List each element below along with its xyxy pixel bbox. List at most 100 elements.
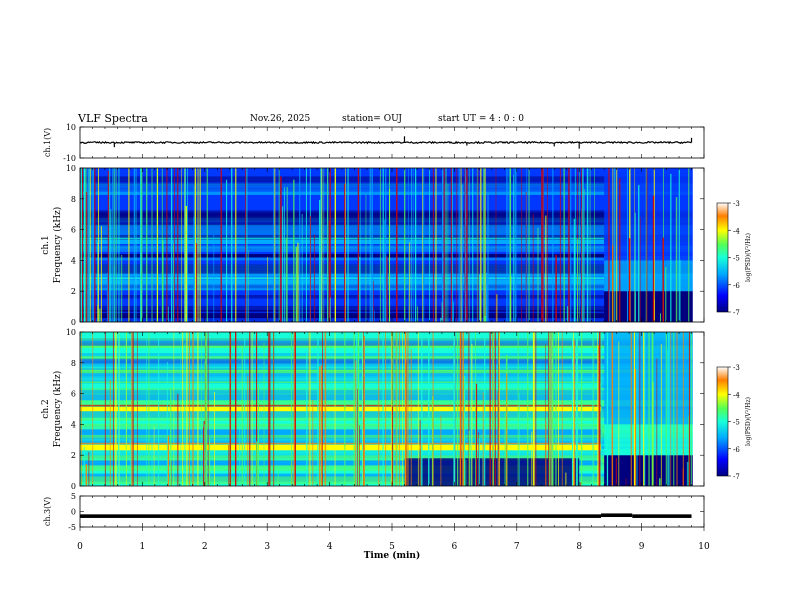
ch2-spectrogram-spike bbox=[581, 332, 583, 486]
ch1-spectrogram-spike bbox=[537, 227, 539, 322]
ch2-spectrogram-spike bbox=[428, 332, 430, 486]
ch2-spectrogram-spike bbox=[312, 399, 314, 486]
ch1-spectrogram-spike bbox=[451, 168, 453, 322]
ch2-spectrogram-spike bbox=[599, 332, 601, 486]
ch1-spectrogram-spike bbox=[526, 168, 528, 322]
ch2-spectrogram-spike bbox=[576, 332, 578, 486]
ch1-spectrogram-ytick-label: 8 bbox=[71, 195, 76, 204]
ch2-spectrogram-spike bbox=[202, 426, 205, 486]
ch2-spectrogram-spike bbox=[492, 332, 495, 486]
ch2-spectrogram-ytick-label: 8 bbox=[71, 359, 76, 368]
ch2-spectrogram-spike bbox=[166, 361, 168, 486]
ch1-spectrogram-spike bbox=[357, 168, 359, 322]
ch2-spectrogram-spike bbox=[636, 332, 638, 486]
ch2-spectrogram-band bbox=[80, 444, 602, 451]
ch1-spectrogram-spike bbox=[566, 306, 569, 322]
ch2-spectrogram-spike bbox=[258, 384, 259, 486]
ch2-spectrogram-spike bbox=[643, 332, 646, 486]
ch1-spectrogram-band bbox=[80, 290, 605, 296]
ch2-spectrogram-spike bbox=[359, 425, 360, 486]
ch1-spectrogram-spike bbox=[162, 240, 164, 322]
ch2-spectrogram-ylabel: Frequency (kHz) bbox=[52, 371, 63, 448]
ch2-spectrogram-spike bbox=[459, 332, 461, 486]
ch1-spectrogram-spike bbox=[608, 168, 610, 322]
ch2-spectrogram-spike bbox=[131, 332, 133, 486]
ch2-spectrogram-spike bbox=[555, 332, 557, 486]
ch1-spectrogram-spike bbox=[612, 168, 614, 322]
ch1-spectrogram-spike bbox=[582, 168, 584, 322]
ch1-spectrogram-spike bbox=[199, 168, 201, 322]
ch2-spectrogram-spike bbox=[477, 432, 479, 486]
ch1-spectrogram-spike bbox=[447, 183, 449, 322]
ch2-spectrogram-colorbar-label: log(PSD)(V²/Hz) bbox=[745, 397, 752, 446]
ch1-spectrogram-texture bbox=[80, 264, 704, 274]
ch2-spectrogram-spike bbox=[277, 471, 279, 486]
ch1-spectrogram-spike bbox=[328, 220, 330, 322]
ch1-spectrogram-colorbar-label: log(PSD)(V²/Hz) bbox=[745, 233, 752, 282]
ch1-spectrogram-spike bbox=[113, 168, 115, 322]
ch1-spectrogram-spike bbox=[417, 306, 419, 322]
ch2-spectrogram-spike bbox=[269, 332, 271, 486]
ch2-spectrogram-spike bbox=[548, 332, 550, 486]
ch1-spectrogram-blank-end bbox=[692, 168, 704, 322]
ch2-spectrogram-spike bbox=[186, 332, 188, 486]
ch1-spectrogram-spike bbox=[639, 217, 641, 322]
ch1-spectrogram-spike bbox=[678, 168, 680, 322]
ch1-spectrogram-spike bbox=[385, 168, 387, 322]
ch2-spectrogram-spike bbox=[268, 332, 270, 486]
ch1-spectrogram-spike bbox=[389, 168, 390, 322]
ch2-spectrogram-spike bbox=[363, 407, 364, 486]
ch1-spectrogram-spike bbox=[151, 168, 153, 322]
ch1-spectrogram-spike bbox=[513, 168, 515, 322]
ch3-waveform-ytick-label: 5 bbox=[71, 492, 76, 501]
ch2-spectrogram-spike bbox=[109, 379, 111, 486]
ch2-spectrogram-spike bbox=[552, 332, 554, 486]
ch1-spectrogram-texture bbox=[80, 197, 704, 201]
ch1-spectrogram-spike bbox=[413, 168, 414, 322]
ch1-spectrogram-spike bbox=[373, 280, 374, 322]
ch1-spectrogram-spike bbox=[555, 254, 557, 322]
ch1-spectrogram-spike bbox=[359, 168, 361, 322]
ch1-spectrogram-spike bbox=[509, 168, 512, 322]
ch1-spectrogram-spike bbox=[274, 168, 276, 322]
ch1-spectrogram-band-edge bbox=[80, 299, 605, 301]
ch2-spectrogram-spike bbox=[177, 393, 179, 486]
ch2-spectrogram-spike bbox=[188, 332, 190, 486]
ch1-spectrogram-spike bbox=[115, 168, 117, 322]
ch2-spectrogram-spike bbox=[153, 426, 155, 486]
ch3-waveform-segment bbox=[601, 513, 633, 518]
ch1-spectrogram-spike bbox=[280, 176, 282, 322]
ch1-spectrogram-spike bbox=[404, 168, 406, 322]
ch2-spectrogram-spike bbox=[378, 332, 380, 486]
ch1-spectrogram-spike bbox=[665, 266, 667, 322]
ch1-spectrogram-spike bbox=[586, 168, 589, 322]
x-tick-label: 2 bbox=[202, 542, 208, 552]
ch1-spectrogram-spike bbox=[653, 299, 655, 322]
ch1-spectrogram-spike bbox=[542, 168, 544, 322]
ch1-spectrogram-spike bbox=[94, 168, 96, 322]
ch1-spectrogram-colorbar-tick-label: -3 bbox=[733, 200, 740, 208]
ch2-spectrogram-spike bbox=[690, 332, 692, 486]
ch2-spectrogram-spike bbox=[440, 415, 442, 486]
ch1-spectrogram-spike bbox=[460, 168, 462, 322]
ch2-spectrogram-spike bbox=[597, 332, 598, 486]
ch2-spectrogram-spike bbox=[391, 406, 394, 486]
ch1-spectrogram-spike bbox=[118, 168, 120, 322]
ch2-spectrogram-spike bbox=[197, 332, 199, 486]
ch2-spectrogram-spike bbox=[170, 387, 172, 486]
ch1-spectrogram-spike bbox=[120, 254, 123, 322]
ch2-spectrogram-ytick-label: 4 bbox=[71, 420, 76, 429]
ch2-spectrogram-spike bbox=[132, 332, 134, 486]
ch2-spectrogram-spike bbox=[214, 391, 215, 486]
ch1-spectrogram-spike bbox=[97, 242, 99, 322]
ch1-spectrogram-spike bbox=[638, 184, 640, 322]
ch1-spectrogram-texture bbox=[80, 210, 704, 216]
ch2-spectrogram-blank-end bbox=[692, 332, 704, 486]
ch2-spectrogram-spike bbox=[322, 332, 323, 486]
ch1-spectrogram-spike bbox=[187, 168, 188, 322]
ch1-spectrogram-spike bbox=[593, 168, 595, 322]
ch1-spectrogram-ytick-label: 4 bbox=[71, 256, 76, 265]
ch1-spectrogram-spike bbox=[382, 168, 384, 322]
ch1-spectrogram-spike bbox=[113, 266, 115, 322]
ch1-spectrogram-spike bbox=[114, 168, 116, 322]
